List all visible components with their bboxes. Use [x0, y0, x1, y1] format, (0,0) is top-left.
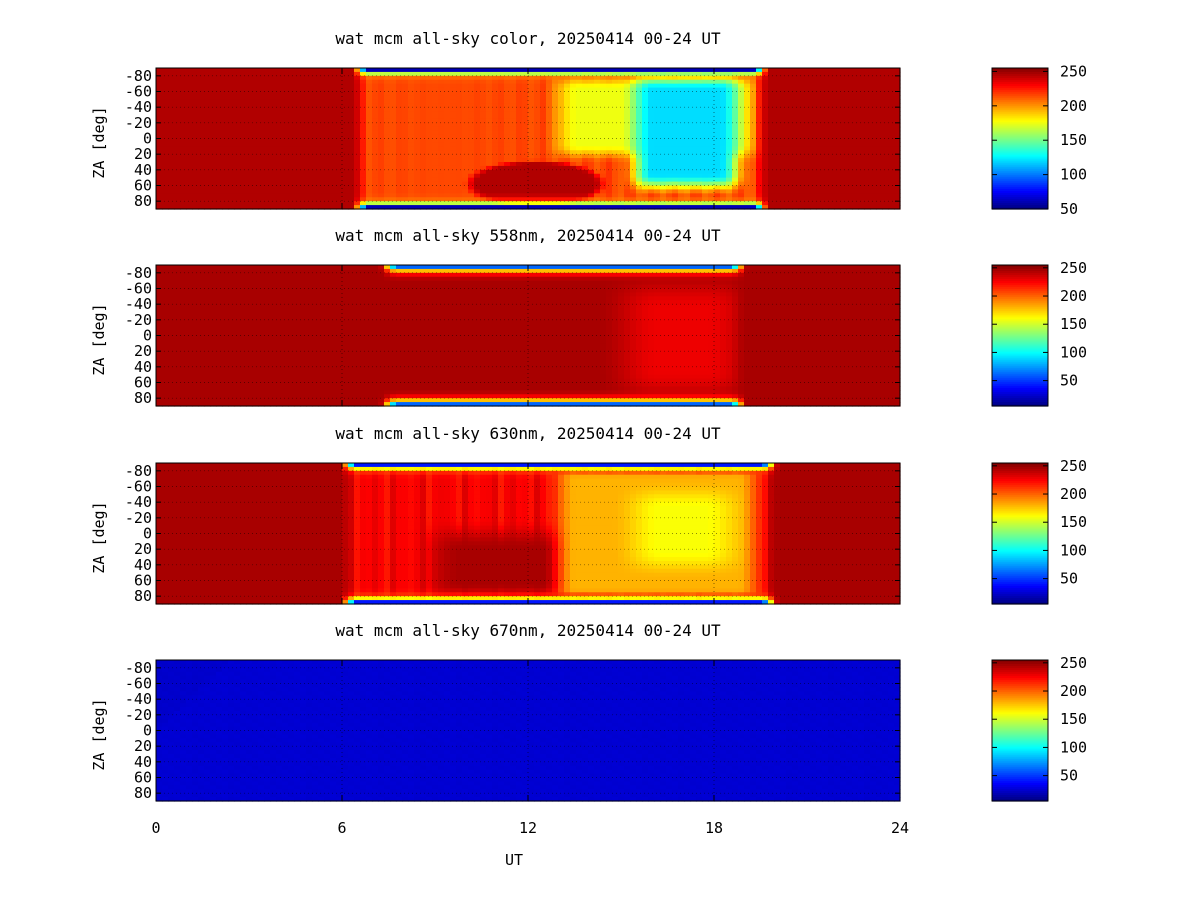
y-tick-label: 40 [134, 358, 152, 376]
grid [156, 463, 900, 604]
colorbar-tick-label: 100 [1060, 738, 1087, 756]
colorbar: 50 100 150 200 250 [991, 62, 1087, 218]
y-tick-label: -40 [125, 690, 152, 708]
heatmap [156, 68, 901, 210]
y-tick-label: 20 [134, 737, 152, 755]
colorbar-tick-label: 50 [1060, 767, 1078, 785]
y-tick-label: -80 [125, 264, 152, 282]
y-tick-label: 60 [134, 572, 152, 590]
y-axis-label: ZA [deg] [90, 106, 108, 178]
colorbar-tick-label: 200 [1060, 682, 1087, 700]
heatmap [156, 463, 901, 605]
colorbar-tick-label: 50 [1060, 570, 1078, 588]
x-tick-label: 24 [891, 819, 909, 837]
colorbar: 50 100 150 200 250 [991, 457, 1087, 605]
colorbar-tick-label: 150 [1060, 131, 1087, 149]
y-tick-label: 80 [134, 192, 152, 210]
x-tick-label: 18 [705, 819, 723, 837]
grid [156, 265, 900, 406]
heatmap [156, 660, 901, 802]
colorbar-tick-label: 150 [1060, 513, 1087, 531]
y-axis-label: ZA [deg] [90, 501, 108, 573]
colorbar-tick-label: 50 [1060, 200, 1078, 218]
y-tick-label: -60 [125, 478, 152, 496]
y-tick-label: -20 [125, 114, 152, 132]
colorbar-tick-label: 250 [1060, 259, 1087, 277]
y-tick-label: -20 [125, 509, 152, 527]
y-tick-label: -20 [125, 311, 152, 329]
grid [156, 660, 900, 801]
y-tick-label: 80 [134, 587, 152, 605]
y-tick-label: -80 [125, 462, 152, 480]
y-tick-label: -60 [125, 280, 152, 298]
colorbar-tick-label: 100 [1060, 166, 1087, 184]
y-tick-label: 0 [143, 327, 152, 345]
y-tick-label: 0 [143, 722, 152, 740]
panel-2: wat mcm all-sky 558nm, 20250414 00-24 UT… [90, 226, 1087, 407]
y-tick-label: -60 [125, 675, 152, 693]
y-tick-label: -40 [125, 295, 152, 313]
colorbar-tick-label: 150 [1060, 710, 1087, 728]
colorbar-tick-label: 200 [1060, 485, 1087, 503]
x-tick-label: 12 [519, 819, 537, 837]
y-tick-label: 40 [134, 753, 152, 771]
y-tick-label: 40 [134, 161, 152, 179]
y-tick-label: 40 [134, 556, 152, 574]
y-tick-label: 20 [134, 540, 152, 558]
panel-title: wat mcm all-sky 630nm, 20250414 00-24 UT [335, 424, 721, 443]
colorbar-tick-label: 50 [1060, 372, 1078, 390]
y-tick-label: 20 [134, 342, 152, 360]
y-tick-label: -80 [125, 67, 152, 85]
grid [156, 68, 900, 209]
y-tick-label: 0 [143, 525, 152, 543]
y-tick-label: 0 [143, 130, 152, 148]
colorbar-tick-label: 250 [1060, 62, 1087, 80]
y-axis-label: ZA [deg] [90, 303, 108, 375]
y-tick-label: 60 [134, 177, 152, 195]
panel-4: wat mcm all-sky 670nm, 20250414 00-24 UT… [90, 621, 1087, 869]
panel-title: wat mcm all-sky 670nm, 20250414 00-24 UT [335, 621, 721, 640]
heatmap [156, 265, 901, 407]
panel-3: wat mcm all-sky 630nm, 20250414 00-24 UT… [90, 424, 1087, 605]
y-tick-label: -80 [125, 659, 152, 677]
panel-1: wat mcm all-sky color, 20250414 00-24 UT… [90, 29, 1087, 218]
y-tick-label: 20 [134, 145, 152, 163]
colorbar-tick-label: 100 [1060, 541, 1087, 559]
colorbar: 50 100 150 200 250 [991, 654, 1087, 802]
y-tick-label: -40 [125, 98, 152, 116]
y-tick-label: 60 [134, 374, 152, 392]
colorbar-tick-label: 250 [1060, 654, 1087, 672]
panel-title: wat mcm all-sky 558nm, 20250414 00-24 UT [335, 226, 721, 245]
panel-title: wat mcm all-sky color, 20250414 00-24 UT [335, 29, 721, 48]
colorbar-tick-label: 200 [1060, 97, 1087, 115]
y-tick-label: -20 [125, 706, 152, 724]
y-tick-label: 60 [134, 769, 152, 787]
colorbar-tick-label: 100 [1060, 343, 1087, 361]
y-tick-label: 80 [134, 784, 152, 802]
y-tick-label: -60 [125, 83, 152, 101]
x-tick-label: 6 [337, 819, 346, 837]
colorbar-tick-label: 150 [1060, 315, 1087, 333]
x-tick-label: 0 [151, 819, 160, 837]
colorbar: 50 100 150 200 250 [991, 259, 1087, 407]
x-axis-label: UT [505, 851, 523, 869]
colorbar-tick-label: 250 [1060, 457, 1087, 475]
y-tick-label: 80 [134, 389, 152, 407]
y-axis-label: ZA [deg] [90, 698, 108, 770]
y-tick-label: -40 [125, 493, 152, 511]
colorbar-tick-label: 200 [1060, 287, 1087, 305]
